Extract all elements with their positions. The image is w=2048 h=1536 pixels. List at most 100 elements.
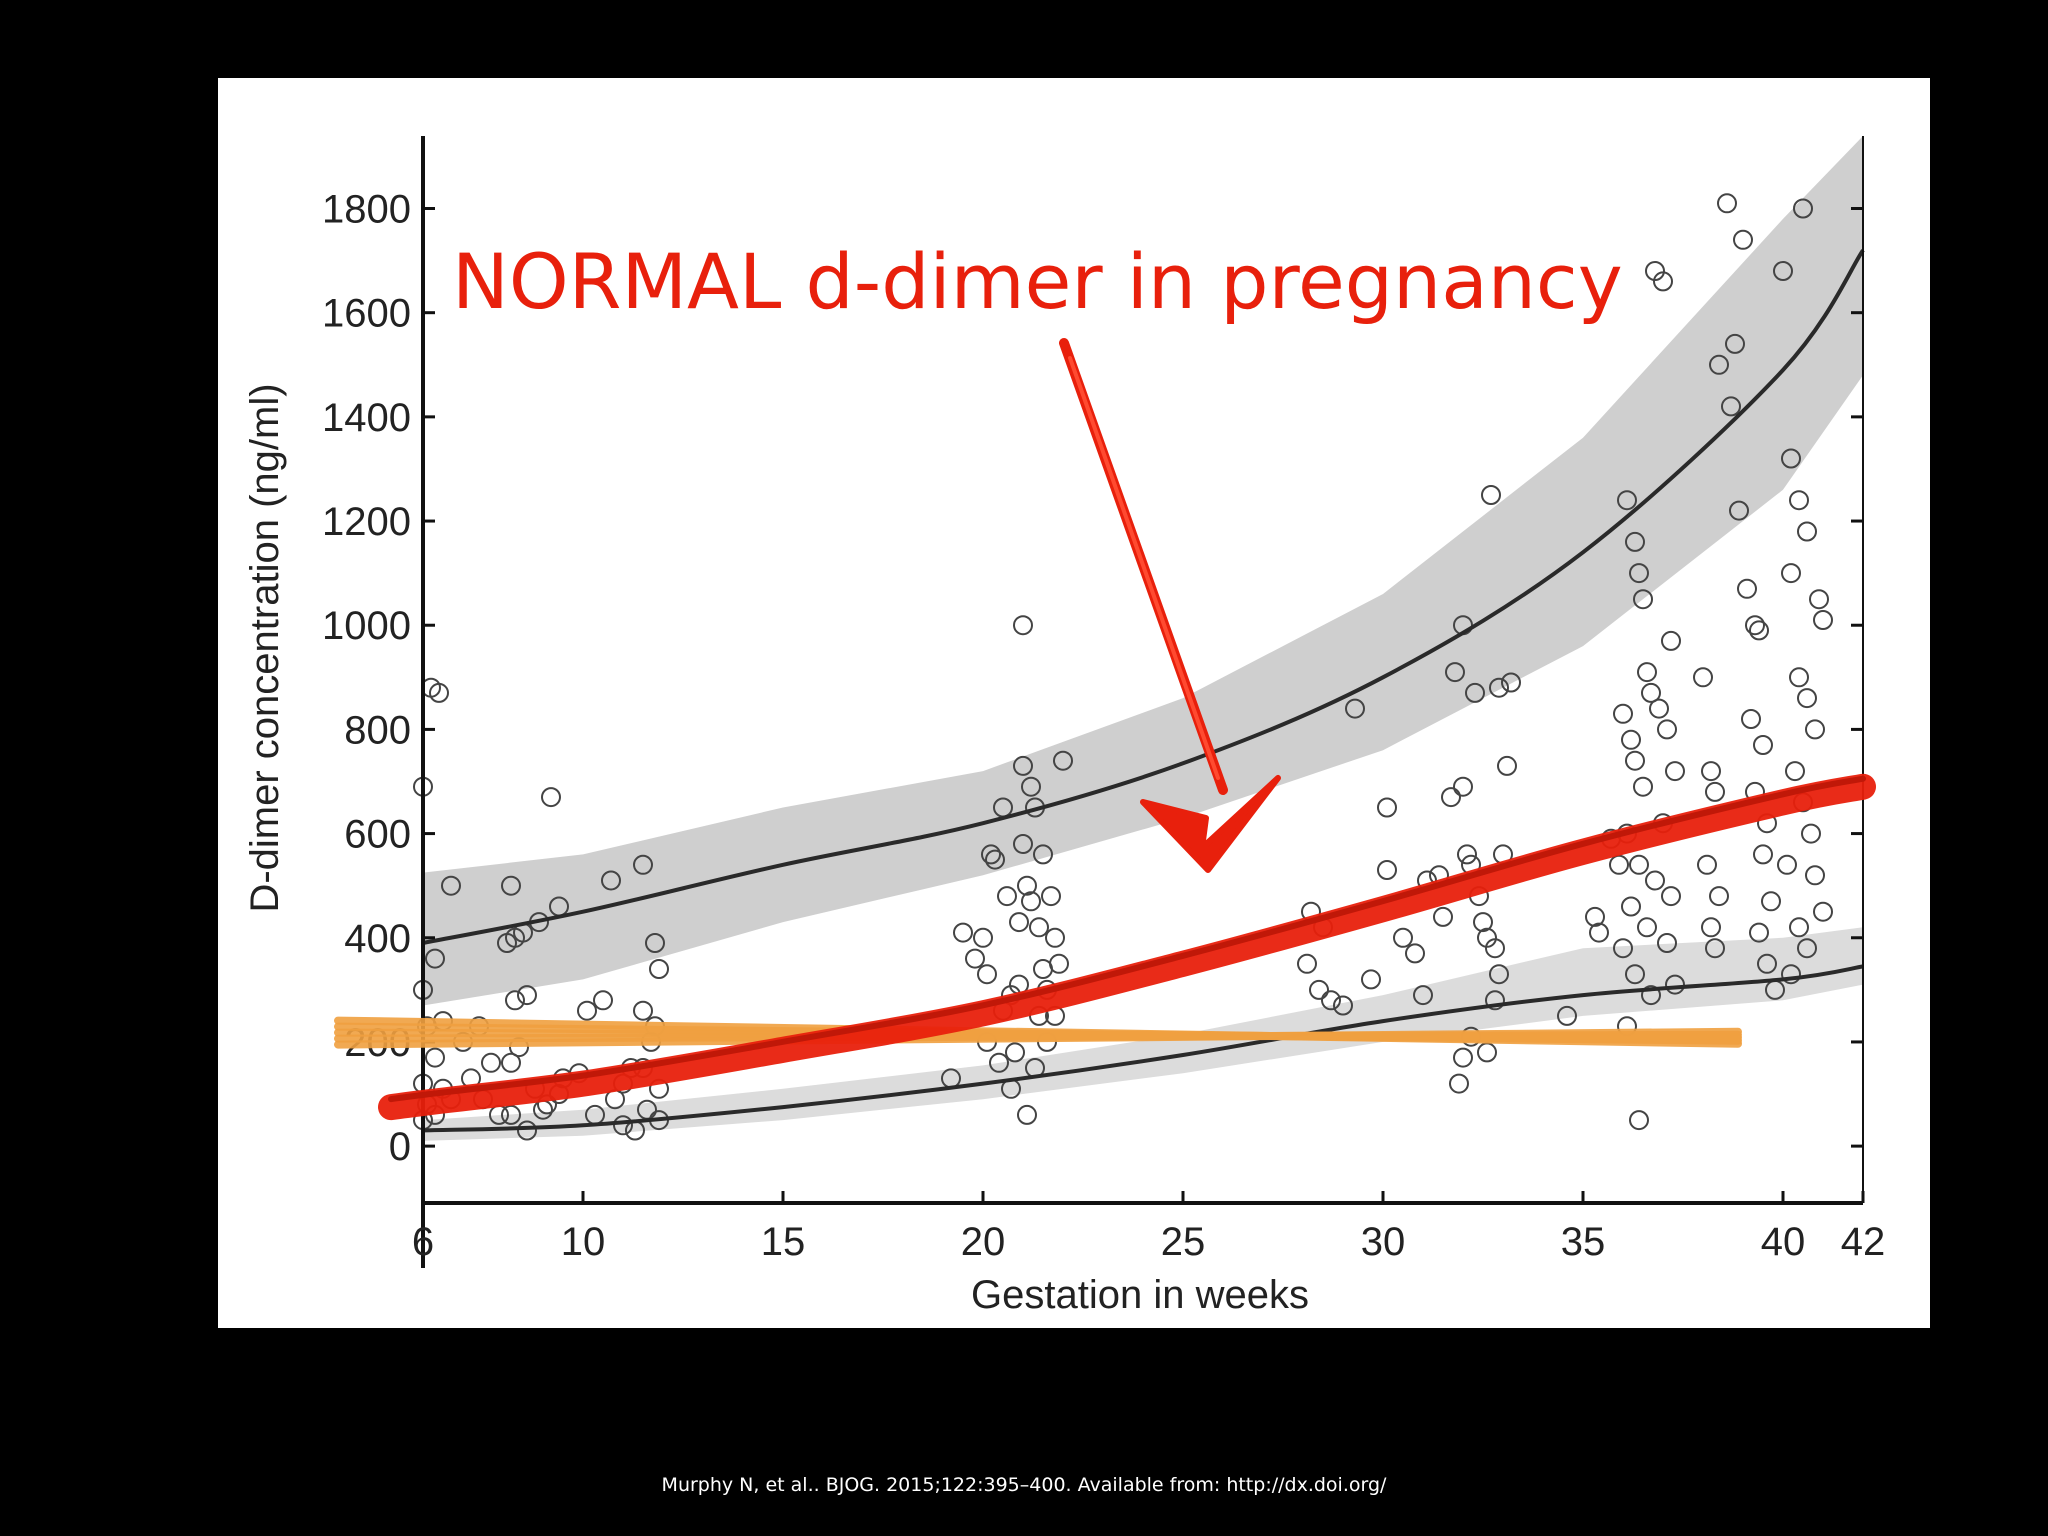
data-point [1733, 229, 1753, 250]
data-point [1785, 761, 1805, 782]
data-point [1609, 854, 1629, 875]
data-point [613, 1115, 633, 1136]
data-point [1781, 563, 1801, 584]
data-point [1641, 682, 1661, 703]
data-point [1617, 490, 1637, 511]
data-point [1665, 761, 1685, 782]
data-point [1701, 761, 1721, 782]
data-point [1637, 917, 1657, 938]
data-point [1449, 1073, 1469, 1094]
data-point [1013, 755, 1033, 776]
y-tick-label: 400 [344, 917, 411, 961]
data-point [1345, 698, 1365, 719]
data-point [1641, 985, 1661, 1006]
data-point [1489, 964, 1509, 985]
arrow-shaft-highlight [1068, 356, 1220, 780]
data-point [1749, 922, 1769, 943]
data-point [1657, 933, 1677, 953]
data-point [1797, 521, 1817, 542]
citation: Murphy N, et al.. BJOG. 2015;122:395–400… [661, 1474, 1387, 1496]
data-point [1721, 396, 1741, 417]
data-point [633, 854, 653, 875]
data-point [1621, 896, 1641, 917]
data-point [1705, 938, 1725, 959]
data-point [1613, 938, 1633, 959]
x-tick-label: 10 [561, 1220, 606, 1264]
data-point [1809, 589, 1829, 610]
data-point [1453, 1047, 1473, 1068]
data-point [1377, 860, 1397, 880]
x-tick-label: 42 [1841, 1220, 1886, 1264]
x-tick-label: 40 [1761, 1220, 1806, 1264]
y-tick-label: 1400 [322, 396, 411, 440]
data-point [1485, 938, 1505, 959]
confidence-bands [423, 136, 1863, 1141]
data-point [1805, 865, 1825, 886]
data-point [1633, 589, 1653, 610]
data-point [1645, 870, 1665, 891]
data-point [1757, 953, 1777, 974]
data-point [1013, 834, 1033, 854]
plot-panel: 6101520253035404202004006008001000120014… [218, 78, 1930, 1328]
data-point [1629, 854, 1649, 875]
data-point [1773, 261, 1793, 281]
data-point [1693, 667, 1713, 688]
data-point [1789, 917, 1809, 938]
data-point [601, 870, 621, 891]
data-point [1649, 698, 1669, 719]
data-point [501, 1104, 521, 1125]
data-point [1585, 906, 1605, 927]
data-point [1321, 990, 1341, 1011]
data-point [1657, 719, 1677, 740]
data-point [1489, 677, 1509, 698]
data-point [1725, 333, 1745, 354]
data-point [1789, 667, 1809, 688]
data-point [1661, 630, 1681, 651]
data-point [1457, 844, 1477, 865]
data-point [1413, 985, 1433, 1006]
data-point [1749, 620, 1769, 641]
data-point [541, 787, 561, 808]
data-point [965, 948, 985, 969]
data-point [1445, 662, 1465, 683]
data-point [1333, 995, 1353, 1016]
data-point [645, 933, 665, 953]
data-point [1653, 271, 1673, 292]
data-point [441, 875, 461, 896]
x-tick-label: 15 [761, 1220, 806, 1264]
median-curve [422, 964, 1864, 1133]
y-tick-label: 600 [344, 813, 411, 857]
data-point [1633, 776, 1653, 797]
data-point [1625, 531, 1645, 552]
y-tick-label: 1200 [322, 500, 411, 544]
data-point [1005, 1042, 1025, 1063]
data-point [1021, 891, 1041, 912]
data-point [501, 875, 521, 896]
data-point [1405, 943, 1425, 964]
data-point [1709, 354, 1729, 375]
data-point [633, 1000, 653, 1021]
data-point [1589, 922, 1609, 943]
y-tick-label: 1000 [322, 604, 411, 648]
axes: 6101520253035404202004006008001000120014… [322, 136, 1885, 1268]
data-point [1033, 844, 1053, 865]
annotation-text: NORMAL d-dimer in pregnancy [452, 237, 1623, 326]
data-point [1465, 682, 1485, 703]
x-tick-label: 30 [1361, 1220, 1406, 1264]
x-tick-label: 25 [1161, 1220, 1206, 1264]
data-point [1813, 901, 1833, 922]
data-point [1741, 709, 1761, 729]
data-point [953, 922, 973, 943]
data-point [1433, 906, 1453, 927]
data-point [501, 1052, 521, 1073]
normal-range-curve [378, 773, 1876, 1121]
data-point [1813, 610, 1833, 630]
data-point [1021, 776, 1041, 797]
data-point [989, 1052, 1009, 1073]
data-point [1661, 886, 1681, 907]
data-point [1441, 787, 1461, 808]
data-point [1705, 781, 1725, 802]
data-point [1805, 719, 1825, 740]
data-point [981, 844, 1001, 865]
